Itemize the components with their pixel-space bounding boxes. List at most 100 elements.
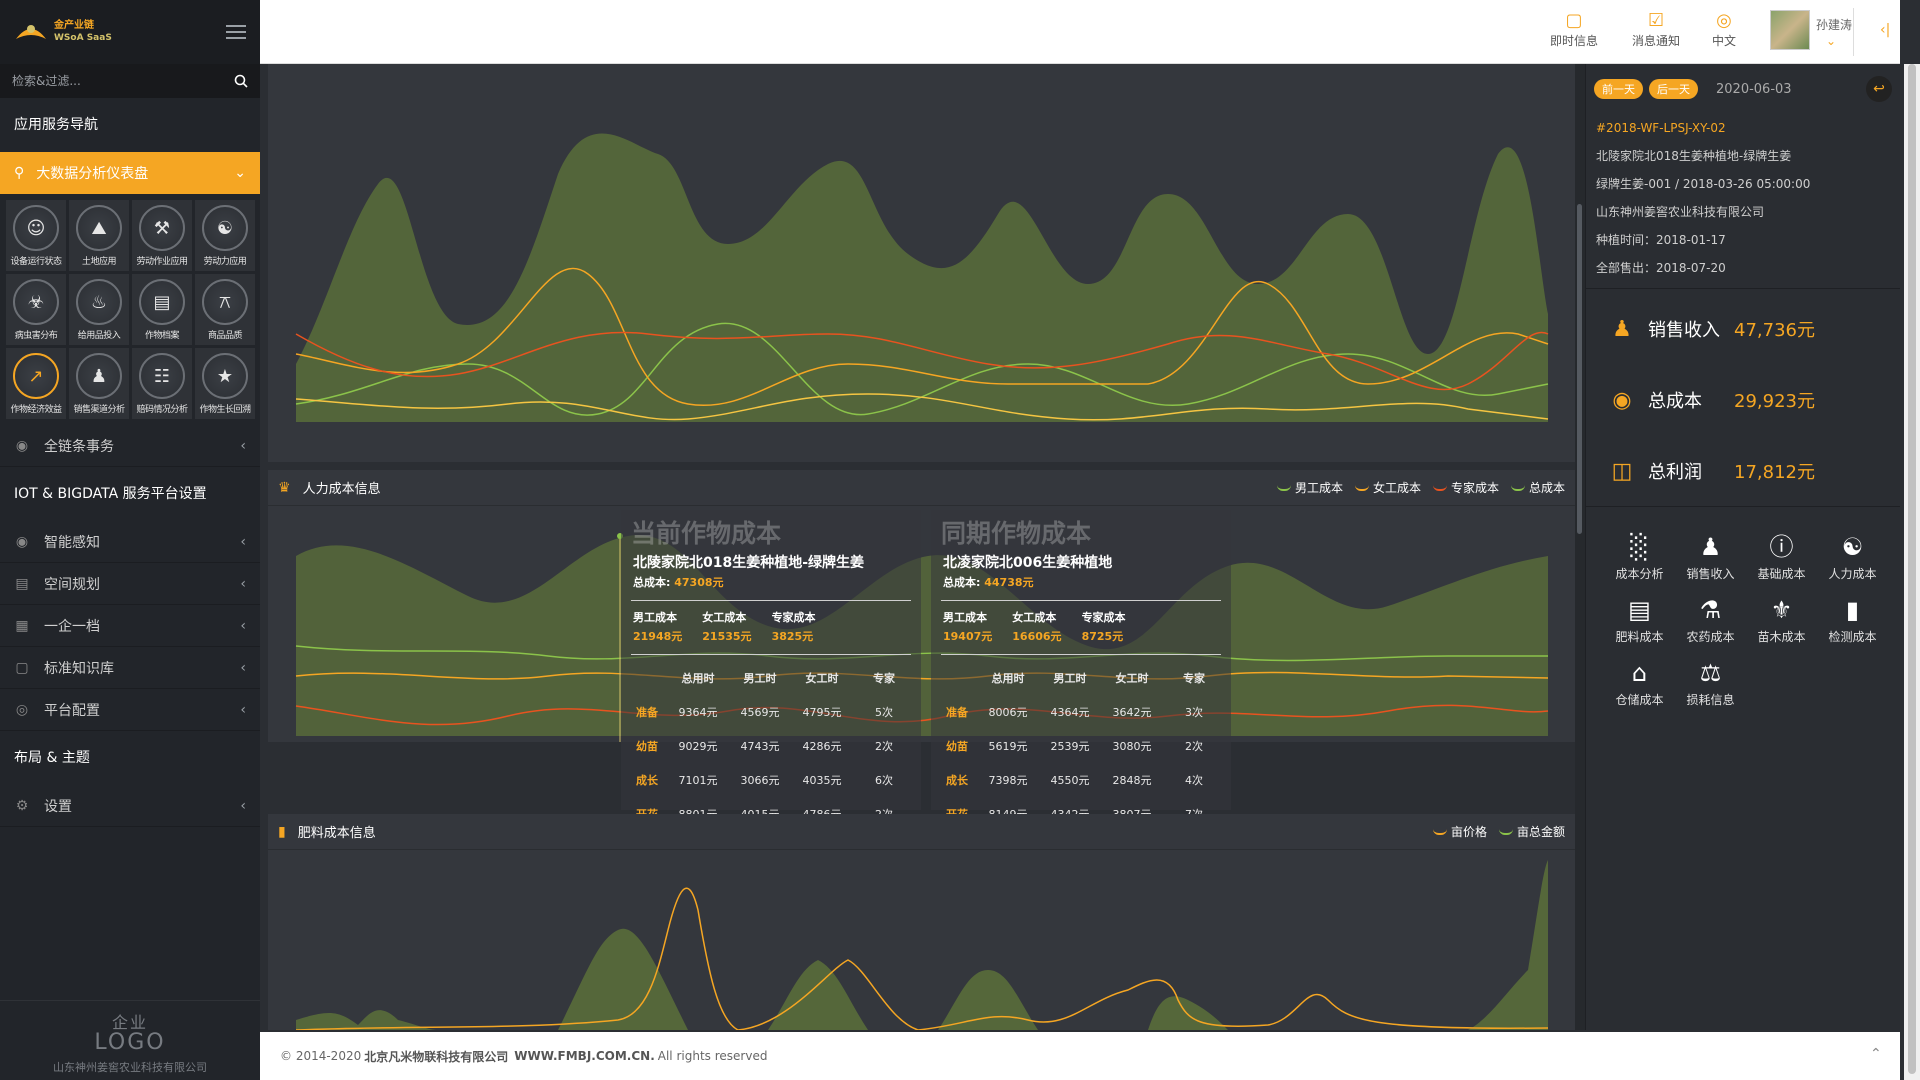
legend-item[interactable]: 男工成本 — [1276, 479, 1343, 496]
nav-item-iot[interactable]: ◎ 平台配置 ‹ — [0, 689, 260, 731]
prev-day-button[interactable]: 前一天 — [1594, 79, 1643, 99]
table-header-cell: 女工时 — [805, 672, 839, 685]
nav-item-chain-affairs[interactable]: ◉ 全链条事务 ‹ — [0, 425, 260, 467]
nav-item-iot[interactable]: ▢ 标准知识库 ‹ — [0, 647, 260, 689]
archive-icon: ▤ — [139, 279, 185, 325]
female-cost-value: 16606元 — [1012, 630, 1062, 643]
chevron-left-icon: ‹ — [240, 533, 246, 550]
language-label: 中文 — [1712, 34, 1737, 48]
app-logo[interactable]: 金产业链 WSoA SaaS — [14, 17, 112, 47]
cost-category-button[interactable]: ⚜ 苗木成本 — [1746, 594, 1817, 645]
legend-item[interactable]: 女工成本 — [1354, 479, 1421, 496]
tile-label: 作物档案 — [144, 331, 180, 341]
dashboard-tile[interactable]: ⚒ 劳动作业应用 — [132, 200, 192, 271]
collapse-right-panel-icon[interactable]: ‹| — [1880, 22, 1891, 38]
search-input[interactable] — [12, 74, 234, 88]
kpi-item: ◫ 总利润 17,812元 — [1586, 435, 1900, 506]
legend-item[interactable]: 专家成本 — [1432, 479, 1499, 496]
sales-people-icon: ♟ — [1699, 533, 1722, 561]
nav-item-iot[interactable]: ▦ 一企一档 ‹ — [0, 605, 260, 647]
table-header-row: 总用时 男工时 女工时 专家 — [627, 661, 915, 695]
dashboard-tile[interactable]: ⛰ 土地应用 — [69, 200, 129, 271]
instant-message-button[interactable]: ▢ 即时信息 — [1550, 10, 1598, 49]
legend-item[interactable]: 总成本 — [1510, 479, 1565, 496]
nav-item-iot[interactable]: ▤ 空间规划 ‹ — [0, 563, 260, 605]
cost-category-button[interactable]: ░ 成本分析 — [1604, 531, 1675, 582]
tile-label: 赔码情况分析 — [136, 405, 188, 415]
dashboard-tile[interactable]: ☣ 病虫害分布 — [6, 274, 66, 345]
crop-info: #2018-WF-LPSJ-XY-02 北陵家院北018生姜种植地-绿牌生姜 绿… — [1586, 114, 1900, 282]
nav-item-label: 设置 — [44, 798, 72, 815]
dashboard-tile[interactable]: ☯ 劳动力应用 — [195, 200, 255, 271]
cost-category-button[interactable]: ⚗ 农药成本 — [1675, 594, 1746, 645]
header-divider — [1853, 8, 1854, 56]
dashboard-tile[interactable]: ★ 作物生长回溯 — [195, 348, 255, 419]
gear-icon: ⚙ — [15, 797, 29, 814]
iot-nav-list: ◉ 智能感知 ‹ ▤ 空间规划 ‹ ▦ 一企一档 ‹ ▢ 标准知识库 ‹ ◎ 平台配置 ‹ — [0, 521, 260, 731]
cost-category-button[interactable]: ☯ 人力成本 — [1817, 531, 1888, 582]
table-header-cell: 专家 — [1183, 672, 1205, 685]
cost-category-button[interactable]: ⚖ 损耗信息 — [1675, 657, 1746, 708]
kpi-value: 29,923元 — [1734, 391, 1815, 412]
table-cell: 9029元 — [678, 740, 718, 753]
table-cell: 成长 — [946, 774, 968, 787]
growth-icon: ★ — [202, 353, 248, 399]
next-day-button[interactable]: 后一天 — [1649, 79, 1698, 99]
nav-item-iot[interactable]: ◉ 智能感知 ‹ — [0, 521, 260, 563]
dashboard-tile[interactable]: ☷ 赔码情况分析 — [132, 348, 192, 419]
cost-category-button[interactable]: ▮ 检测成本 — [1817, 594, 1888, 645]
expert-cost-label: 专家成本 — [771, 611, 816, 624]
top-header: ▢ 即时信息 ☑ 消息通知 ◎ 中文 孙建涛 ⌄ ‹| — [260, 0, 1900, 64]
search-icon[interactable] — [234, 74, 248, 88]
chevron-up-icon[interactable]: ⌃ — [1870, 1046, 1882, 1062]
legend-item[interactable]: 亩总金额 — [1498, 823, 1565, 840]
legend-item[interactable]: 亩价格 — [1432, 823, 1487, 840]
section-app-nav: 应用服务导航 — [14, 117, 98, 133]
page-footer: © 2014-2020 北京凡米物联科技有限公司 WWW.FMBJ.COM.CN… — [260, 1032, 1900, 1080]
page-scrollbar-thumb[interactable] — [1908, 64, 1916, 1074]
cost-category-button[interactable]: ⌂ 仓储成本 — [1604, 657, 1675, 708]
user-menu[interactable]: 孙建涛 ⌄ — [1770, 10, 1852, 50]
page-scrollbar[interactable] — [1904, 64, 1920, 1080]
cost-category-label: 损耗信息 — [1686, 693, 1735, 707]
table-header-row: 总用时 男工时 女工时 专家 — [937, 661, 1225, 695]
table-cell: 幼苗 — [636, 740, 658, 753]
previous-crop-cost-card: 同期作物成本 北凌家院北006生姜种植地 总成本: 44738元 男工成本 194… — [931, 510, 1231, 821]
analysis-icon: ☷ — [139, 353, 185, 399]
dashboard-tile[interactable]: ☺ 设备运行状态 — [6, 200, 66, 271]
device-icon: ☺ — [13, 205, 59, 251]
footer-site[interactable]: WWW.FMBJ.COM.CN. — [514, 1049, 655, 1063]
nav-item-bigdata-dashboard[interactable]: ⚲ 大数据分析仪表盘 ⌄ — [0, 152, 260, 194]
language-button[interactable]: ◎ 中文 — [1712, 10, 1736, 49]
seedling-icon: ⚜ — [1770, 596, 1793, 624]
users-icon: ♟ — [76, 353, 122, 399]
crop-company: 山东神州姜窖农业科技有限公司 — [1596, 205, 1765, 219]
dashboard-tile[interactable]: ↗ 作物经济效益 — [6, 348, 66, 419]
legend-label: 男工成本 — [1294, 481, 1343, 495]
footer-company: 北京凡米物联科技有限公司 — [364, 1049, 509, 1064]
main-scrollbar-thumb[interactable] — [1577, 204, 1582, 534]
previous-cost-table: 总用时 男工时 女工时 专家 准备 8006元 4364元 3642元 3次 幼苗 5619元 253… — [937, 661, 1225, 831]
dashboard-tile[interactable]: ♨ 给用品投入 — [69, 274, 129, 345]
main-scrollbar[interactable] — [1575, 64, 1585, 1030]
table-cell: 7101元 — [678, 774, 718, 787]
kpi-value: 17,812元 — [1734, 462, 1815, 483]
dashboard-tile[interactable]: ⚻ 商品品质 — [195, 274, 255, 345]
search-bar — [0, 64, 260, 98]
kpi-label: 销售收入 — [1648, 320, 1720, 341]
female-cost-label: 女工成本 — [1012, 611, 1057, 624]
table-row: 幼苗 5619元 2539元 3080元 2次 — [937, 729, 1225, 763]
nav-item-settings[interactable]: ⚙ 设置 ‹ — [0, 785, 260, 827]
cost-category-button[interactable]: ♟ 销售收入 — [1675, 531, 1746, 582]
tile-label: 销售渠道分析 — [73, 405, 125, 415]
dashboard-user-icon: ⚲ — [14, 165, 25, 181]
cost-category-button[interactable]: ▤ 肥料成本 — [1604, 594, 1675, 645]
dashboard-tile[interactable]: ♟ 销售渠道分析 — [69, 348, 129, 419]
cost-category-button[interactable]: ⓘ 基础成本 — [1746, 531, 1817, 582]
back-arrow-icon[interactable]: ↩ — [1866, 76, 1892, 102]
dashboard-tile[interactable]: ▤ 作物档案 — [132, 274, 192, 345]
notifications-button[interactable]: ☑ 消息通知 — [1632, 10, 1680, 49]
fert-panel-title: 肥料成本信息 — [297, 826, 376, 841]
menu-toggle-icon[interactable] — [226, 25, 246, 39]
legend-label: 总成本 — [1528, 481, 1565, 495]
